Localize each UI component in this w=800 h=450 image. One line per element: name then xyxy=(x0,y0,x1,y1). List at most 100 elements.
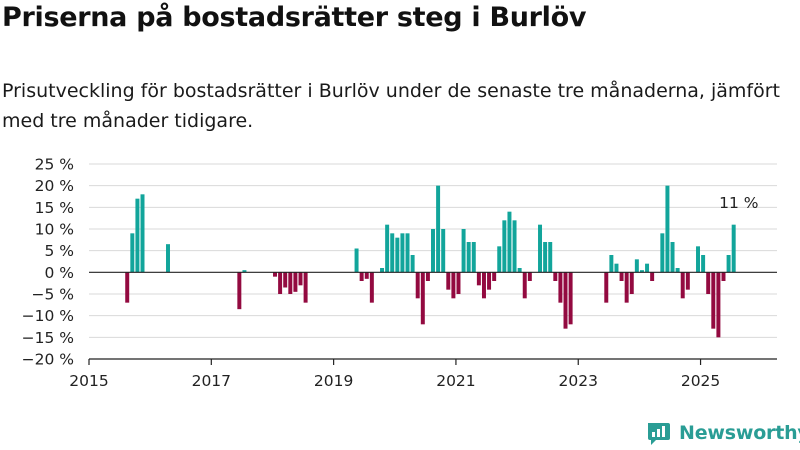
y-tick-label: −10 % xyxy=(22,307,74,325)
bar xyxy=(283,272,288,288)
bar xyxy=(680,272,685,299)
bar xyxy=(461,229,466,273)
bar xyxy=(237,272,242,310)
bar xyxy=(431,229,435,273)
y-tick-label: 25 % xyxy=(35,156,74,174)
x-tick-label: 2015 xyxy=(69,372,108,390)
bar xyxy=(130,233,135,273)
bar xyxy=(706,272,711,294)
bar xyxy=(492,272,497,281)
bar xyxy=(645,263,650,273)
bar xyxy=(359,272,364,281)
bar xyxy=(125,272,130,303)
bar xyxy=(354,248,359,273)
bar xyxy=(685,272,690,290)
bar xyxy=(726,255,731,273)
bar xyxy=(660,233,665,273)
bar xyxy=(548,242,553,273)
bar xyxy=(436,185,441,273)
bar xyxy=(527,272,532,281)
bar xyxy=(568,272,573,325)
bar xyxy=(629,272,634,294)
bar xyxy=(609,255,614,273)
annotation-label: 11 % xyxy=(719,194,758,212)
bar xyxy=(385,224,390,273)
bar xyxy=(543,242,548,273)
bar xyxy=(390,233,395,273)
bar xyxy=(288,272,293,294)
bar xyxy=(517,268,522,273)
bar xyxy=(639,270,644,273)
bar xyxy=(675,268,680,273)
bar xyxy=(619,272,624,281)
bar xyxy=(303,272,308,303)
bar xyxy=(456,272,461,294)
y-tick-label: 5 % xyxy=(44,242,74,260)
bar xyxy=(364,272,369,279)
bar xyxy=(451,272,456,299)
bar xyxy=(400,233,405,273)
bar xyxy=(273,272,278,277)
y-tick-label: 0 % xyxy=(44,264,74,282)
y-tick-label: −5 % xyxy=(31,286,74,304)
bar xyxy=(420,272,425,325)
bar xyxy=(410,255,415,273)
x-tick-label: 2023 xyxy=(559,372,598,390)
bar xyxy=(696,246,700,273)
y-tick-label: 10 % xyxy=(35,221,74,239)
bar xyxy=(140,194,145,273)
brand-logo: Newsworthy xyxy=(645,419,800,447)
bar xyxy=(242,270,247,273)
bar xyxy=(538,224,543,273)
x-tick-label: 2017 xyxy=(192,372,231,390)
bar xyxy=(380,268,385,273)
y-tick-label: 15 % xyxy=(35,199,74,217)
y-tick-label: 20 % xyxy=(35,177,74,195)
bar xyxy=(558,272,563,303)
bar xyxy=(166,244,170,273)
bar xyxy=(650,272,655,281)
bar xyxy=(441,229,446,273)
page-subtitle: Prisutveckling för bostadsrätter i Burlö… xyxy=(2,80,781,132)
bar xyxy=(425,272,430,281)
bar xyxy=(278,272,283,294)
bar xyxy=(614,263,619,273)
bar xyxy=(665,185,670,273)
newsworthy-logo-icon xyxy=(648,423,670,445)
bar xyxy=(721,272,726,281)
bar xyxy=(395,237,400,273)
y-tick-label: −20 % xyxy=(22,351,74,369)
bar xyxy=(135,198,140,273)
bar xyxy=(481,272,486,299)
bar xyxy=(522,272,527,299)
bar xyxy=(711,272,716,329)
bar xyxy=(624,272,629,303)
x-tick-label: 2025 xyxy=(681,372,720,390)
bar xyxy=(670,242,675,273)
bar xyxy=(604,272,609,303)
bar xyxy=(716,272,721,338)
bar xyxy=(507,211,512,273)
page-title: Priserna på bostadsrätter steg i Burlöv xyxy=(2,2,587,33)
x-tick-label: 2021 xyxy=(436,372,475,390)
bar xyxy=(298,272,303,286)
bar xyxy=(553,272,558,281)
bar xyxy=(512,220,517,273)
bar xyxy=(634,259,639,273)
x-tick-label: 2019 xyxy=(314,372,353,390)
bar xyxy=(563,272,568,329)
y-tick-label: −15 % xyxy=(22,329,74,347)
bar xyxy=(476,272,481,286)
bar xyxy=(471,242,476,273)
bar xyxy=(497,246,502,273)
bar xyxy=(502,220,507,273)
bar xyxy=(701,255,706,273)
bar xyxy=(731,224,736,273)
bar xyxy=(415,272,420,299)
bar xyxy=(487,272,492,290)
bar xyxy=(446,272,451,290)
brand-name: Newsworthy xyxy=(679,422,800,444)
bar xyxy=(369,272,374,303)
bar xyxy=(293,272,298,292)
